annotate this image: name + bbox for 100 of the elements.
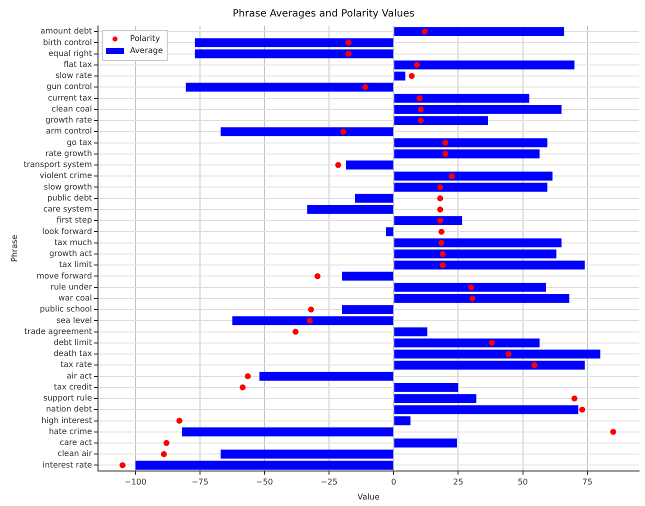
point: [308, 306, 314, 313]
bar: [394, 416, 410, 426]
point: [160, 451, 167, 458]
bar: [394, 216, 462, 226]
x-tick-label: 50: [518, 478, 528, 487]
y-tick-label: first step: [56, 216, 92, 225]
y-tick-label: slow rate: [55, 71, 92, 80]
bar: [394, 238, 562, 248]
y-tick-label: nation debt: [46, 404, 92, 414]
y-tick-label: war coal: [58, 294, 92, 303]
bar: [394, 260, 585, 270]
point: [579, 406, 586, 413]
point: [506, 351, 512, 358]
y-tick-label: sea level: [56, 316, 92, 325]
y-tick-label: tax limit: [59, 260, 92, 270]
y-tick-label: move forward: [36, 271, 92, 280]
bar: [342, 305, 394, 314]
bar: [386, 227, 394, 236]
y-tick-label: care system: [43, 204, 92, 214]
bar: [394, 250, 556, 258]
point: [176, 418, 182, 424]
point: [163, 440, 170, 446]
point: [437, 206, 444, 212]
bar: [307, 205, 394, 214]
y-tick-label: trade agreement: [24, 326, 92, 336]
bar: [394, 382, 458, 392]
bar: [394, 149, 540, 158]
bar: [194, 38, 394, 48]
bar: [354, 194, 394, 203]
point: [440, 262, 446, 268]
y-tick-label: amount debt: [40, 26, 92, 36]
y-tick-label: hate crime: [48, 426, 92, 436]
x-tick-label: 75: [582, 478, 592, 487]
point: [437, 184, 444, 190]
point: [314, 273, 321, 280]
bar: [259, 372, 394, 381]
point: [346, 50, 352, 57]
point: [440, 250, 446, 257]
bar: [394, 394, 476, 403]
bar: [394, 294, 570, 303]
y-tick-label: debt limit: [54, 338, 92, 347]
point: [469, 295, 476, 302]
point: [292, 328, 299, 335]
y-tick-label: tax rate: [60, 360, 92, 370]
point: [488, 340, 495, 346]
y-tick-label: public school: [40, 304, 92, 314]
point: [442, 150, 448, 157]
point: [362, 84, 368, 90]
point: [571, 396, 578, 402]
y-tick-label: care act: [60, 438, 92, 448]
point: [438, 240, 444, 246]
y-tick-label: transport system: [24, 160, 92, 170]
y-tick-label: look forward: [42, 226, 92, 236]
point: [340, 128, 346, 135]
bar: [394, 182, 548, 192]
bar: [346, 160, 394, 170]
bar: [394, 94, 530, 103]
y-tick-label: tax much: [54, 238, 92, 247]
point: [438, 228, 444, 235]
point: [610, 428, 616, 435]
point: [244, 373, 251, 380]
legend-label: Average: [130, 46, 163, 56]
y-tick-label: clean coal: [52, 104, 92, 114]
y-tick-label: flat tax: [64, 60, 92, 69]
bar: [394, 405, 578, 414]
bar: [394, 172, 552, 181]
bar: [135, 460, 394, 470]
point: [306, 318, 313, 324]
point: [346, 40, 352, 46]
bar: [220, 127, 394, 136]
point: [418, 106, 424, 112]
y-tick-label: rule under: [50, 282, 93, 292]
bar: [394, 327, 428, 336]
y-tick-label: public debt: [47, 193, 92, 202]
point: [240, 384, 246, 390]
legend-label: Polarity: [130, 34, 160, 44]
bar: [394, 27, 564, 36]
bar: [394, 138, 548, 148]
x-tick-label: 25: [453, 478, 464, 487]
bar: [394, 360, 585, 370]
bar: [342, 272, 394, 281]
y-tick-label: slow growth: [44, 182, 92, 192]
point: [448, 173, 455, 180]
y-tick-label: arm control: [46, 126, 92, 136]
x-tick-label: 0: [391, 478, 396, 487]
point: [437, 195, 444, 202]
point: [408, 73, 415, 80]
y-tick-label: rate growth: [45, 148, 92, 158]
x-tick-label: −75: [192, 478, 208, 487]
bar: [394, 116, 488, 125]
y-tick-label: violent crime: [40, 171, 92, 180]
point: [422, 28, 428, 35]
point: [437, 218, 444, 224]
point: [416, 95, 423, 102]
bar: [394, 60, 574, 70]
y-tick-label: growth rate: [45, 116, 92, 125]
bar: [394, 104, 562, 114]
point: [414, 62, 420, 68]
bar: [394, 282, 546, 292]
y-axis-title: Phrase: [10, 234, 19, 262]
